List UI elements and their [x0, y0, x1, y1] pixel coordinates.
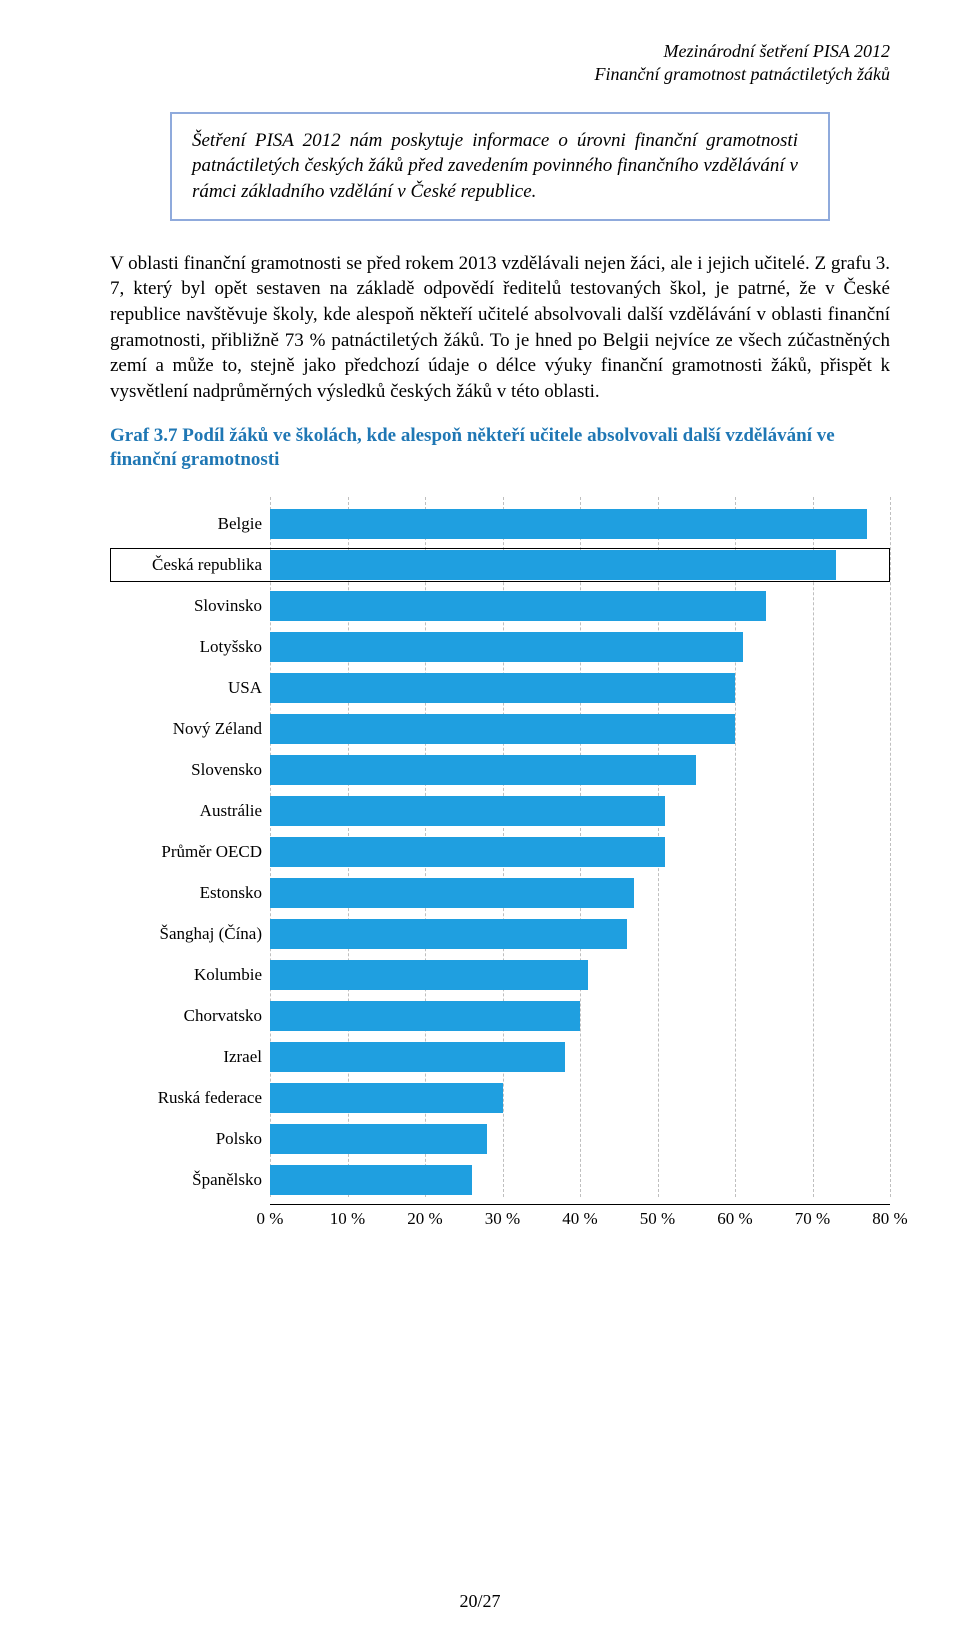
- bar-fill: [270, 591, 766, 621]
- bar-track: [270, 548, 890, 582]
- bar-label: Česká republika: [110, 556, 270, 575]
- chart-row: Španělsko: [110, 1163, 890, 1197]
- chart-row: Česká republika: [110, 548, 890, 582]
- chart-row: Nový Zéland: [110, 712, 890, 746]
- bar-fill: [270, 755, 696, 785]
- chart-x-axis: 0 %10 %20 %30 %40 %50 %60 %70 %80 %: [110, 1204, 890, 1231]
- bar-label: Šanghaj (Čína): [110, 925, 270, 944]
- bar-track: [270, 958, 890, 992]
- chart-row: Polsko: [110, 1122, 890, 1156]
- callout-box: Šetření PISA 2012 nám poskytuje informac…: [170, 112, 830, 221]
- bar-fill: [270, 1165, 472, 1195]
- bar-track: [270, 999, 890, 1033]
- bar-track: [270, 835, 890, 869]
- chart-plot-area: Belgie Česká republika Slovinsko Lotyšsko US…: [110, 497, 890, 1197]
- bar-fill: [270, 1124, 487, 1154]
- x-tick-area: 0 %10 %20 %30 %40 %50 %60 %70 %80 %: [270, 1204, 890, 1231]
- chart-title-prefix: Graf 3.7: [110, 425, 178, 446]
- bar-track: [270, 630, 890, 664]
- grid-line: [890, 497, 891, 1197]
- bar-label: Slovensko: [110, 761, 270, 780]
- bar-track: [270, 1081, 890, 1115]
- x-tick-label: 60 %: [717, 1209, 752, 1229]
- bar-fill: [270, 878, 634, 908]
- bar-track: [270, 671, 890, 705]
- x-tick-label: 20 %: [407, 1209, 442, 1229]
- x-tick-label: 50 %: [640, 1209, 675, 1229]
- bar-fill: [270, 673, 735, 703]
- bar-track: [270, 1040, 890, 1074]
- bar-label: Izrael: [110, 1048, 270, 1067]
- bar-label: Polsko: [110, 1130, 270, 1149]
- chart-row: Průměr OECD: [110, 835, 890, 869]
- bar-label: Lotyšsko: [110, 638, 270, 657]
- chart-row: Belgie: [110, 507, 890, 541]
- bar-track: [270, 1163, 890, 1197]
- body-paragraph: V oblasti finanční gramotnosti se před r…: [110, 251, 890, 405]
- bar-track: [270, 876, 890, 910]
- bar-label: Španělsko: [110, 1171, 270, 1190]
- chart-row: Slovinsko: [110, 589, 890, 623]
- bar-label: Slovinsko: [110, 597, 270, 616]
- page: Mezinárodní šetření PISA 2012 Finanční g…: [0, 0, 960, 1636]
- x-tick-label: 10 %: [330, 1209, 365, 1229]
- bar-label: Nový Zéland: [110, 720, 270, 739]
- bar-track: [270, 917, 890, 951]
- bar-fill: [270, 509, 867, 539]
- callout-text: Šetření PISA 2012 nám poskytuje informac…: [192, 130, 798, 202]
- bar-label: Estonsko: [110, 884, 270, 903]
- x-tick-label: 30 %: [485, 1209, 520, 1229]
- chart-row: Austrálie: [110, 794, 890, 828]
- chart-row: USA: [110, 671, 890, 705]
- bar-track: [270, 753, 890, 787]
- bar-fill: [270, 632, 743, 662]
- bar-label: Ruská federace: [110, 1089, 270, 1108]
- bar-track: [270, 712, 890, 746]
- chart-title: Graf 3.7 Podíl žáků ve školách, kde ales…: [110, 424, 890, 473]
- bar-fill: [270, 1001, 580, 1031]
- bar-track: [270, 1122, 890, 1156]
- chart-row: Ruská federace: [110, 1081, 890, 1115]
- bar-label: Průměr OECD: [110, 843, 270, 862]
- bar-fill: [270, 1042, 565, 1072]
- axis-spacer: [110, 1204, 270, 1231]
- chart-row: Estonsko: [110, 876, 890, 910]
- bar-fill: [270, 1083, 503, 1113]
- chart-title-text: Podíl žáků ve školách, kde alespoň někte…: [110, 425, 835, 471]
- bar-label: Belgie: [110, 515, 270, 534]
- bar-fill: [270, 550, 836, 580]
- bar-label: Austrálie: [110, 802, 270, 821]
- bar-track: [270, 794, 890, 828]
- running-header: Mezinárodní šetření PISA 2012 Finanční g…: [110, 40, 890, 87]
- bar-label: Kolumbie: [110, 966, 270, 985]
- chart-row: Lotyšsko: [110, 630, 890, 664]
- bar-fill: [270, 796, 665, 826]
- bar-fill: [270, 714, 735, 744]
- header-line-1: Mezinárodní šetření PISA 2012: [110, 40, 890, 63]
- bar-fill: [270, 960, 588, 990]
- bar-chart: Belgie Česká republika Slovinsko Lotyšsko US…: [110, 497, 890, 1231]
- bar-fill: [270, 837, 665, 867]
- page-number: 20/27: [0, 1591, 960, 1612]
- bar-track: [270, 507, 890, 541]
- x-tick-label: 40 %: [562, 1209, 597, 1229]
- x-tick-label: 70 %: [795, 1209, 830, 1229]
- chart-bars: Belgie Česká republika Slovinsko Lotyšsko US…: [110, 497, 890, 1197]
- chart-row: Šanghaj (Čína): [110, 917, 890, 951]
- x-tick-label: 0 %: [257, 1209, 284, 1229]
- bar-label: USA: [110, 679, 270, 698]
- chart-row: Kolumbie: [110, 958, 890, 992]
- bar-fill: [270, 919, 627, 949]
- chart-row: Izrael: [110, 1040, 890, 1074]
- bar-label: Chorvatsko: [110, 1007, 270, 1026]
- chart-row: Slovensko: [110, 753, 890, 787]
- chart-row: Chorvatsko: [110, 999, 890, 1033]
- bar-track: [270, 589, 890, 623]
- header-line-2: Finanční gramotnost patnáctiletých žáků: [110, 63, 890, 86]
- x-tick-label: 80 %: [872, 1209, 907, 1229]
